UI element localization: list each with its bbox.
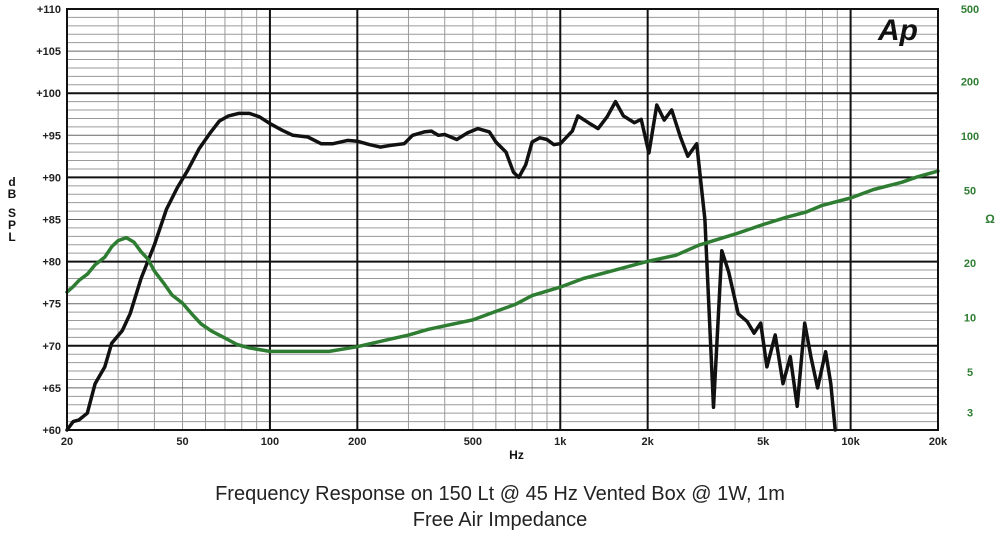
chart-caption-frequency-response: Frequency Response on 150 Lt @ 45 Hz Ven… bbox=[215, 483, 785, 505]
frequency-tick-label: 5k bbox=[757, 436, 770, 448]
brand-logo: Ap bbox=[877, 14, 918, 47]
frequency-tick-label: 500 bbox=[464, 436, 482, 448]
spl-tick-label: +60 bbox=[42, 425, 61, 437]
frequency-tick-label: 20k bbox=[929, 436, 948, 448]
impedance-tick-label: 20 bbox=[964, 258, 976, 270]
impedance-tick-label: 10 bbox=[964, 312, 976, 324]
x-axis-label: Hz bbox=[509, 448, 524, 462]
spl-tick-label: +95 bbox=[42, 130, 61, 142]
spl-tick-label: +75 bbox=[42, 299, 61, 311]
impedance-tick-label: 5 bbox=[967, 367, 973, 379]
frequency-axis-ticks: 20 50 100 200 500 1k 2k 5k 10k 20k bbox=[61, 436, 948, 448]
frequency-tick-label: 100 bbox=[261, 436, 279, 448]
frequency-tick-label: 1k bbox=[554, 436, 567, 448]
impedance-tick-label: 100 bbox=[961, 131, 979, 143]
plot-frame bbox=[66, 8, 939, 431]
spl-series-line bbox=[65, 99, 837, 432]
series-layer bbox=[65, 99, 940, 432]
spl-tick-label: +110 bbox=[37, 4, 61, 16]
frequency-tick-label: 2k bbox=[642, 436, 655, 448]
frequency-tick-label: 50 bbox=[176, 436, 188, 448]
spl-tick-label: +100 bbox=[36, 88, 61, 100]
spl-tick-label: +105 bbox=[36, 46, 61, 58]
frequency-tick-label: 200 bbox=[348, 436, 366, 448]
spl-tick-label: +90 bbox=[42, 172, 61, 184]
impedance-tick-label: 3 bbox=[967, 407, 973, 419]
spl-tick-label: +85 bbox=[42, 215, 61, 227]
chart-caption-impedance: Free Air Impedance bbox=[412, 509, 588, 531]
minor-grid bbox=[67, 9, 938, 430]
spl-tick-label: +70 bbox=[42, 341, 61, 353]
impedance-tick-label: 50 bbox=[964, 186, 976, 198]
impedance-tick-label: 200 bbox=[961, 76, 979, 88]
major-grid bbox=[67, 9, 938, 430]
spl-tick-label: +65 bbox=[42, 383, 61, 395]
y2-axis-label: Ω bbox=[985, 212, 995, 226]
spl-axis-ticks: +110 +105 +100 +95 +90 +85 +80 +75 +70 +65 +60 bbox=[36, 4, 61, 437]
impedance-tick-label: 500 bbox=[961, 4, 979, 16]
frequency-response-chart: +110 +105 +100 +95 +90 +85 +80 +75 +70 +65 +60 500… bbox=[8, 4, 996, 462]
impedance-axis-ticks: 500 200 100 50 20 10 5 3 bbox=[961, 4, 979, 419]
impedance-series-line bbox=[65, 169, 940, 354]
spl-tick-label: +80 bbox=[42, 257, 61, 269]
frequency-tick-label: 20 bbox=[61, 436, 73, 448]
frequency-tick-label: 10k bbox=[841, 436, 860, 448]
